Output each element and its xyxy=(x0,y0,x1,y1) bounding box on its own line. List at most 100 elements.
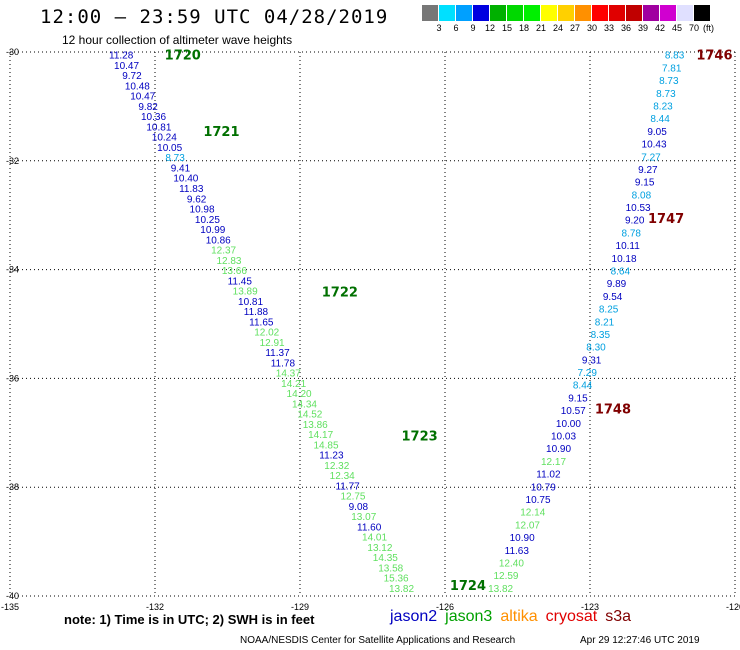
color-scale-swatch xyxy=(643,5,660,21)
swh-value-east: 10.75 xyxy=(526,495,551,506)
longitude-tick-label: -132 xyxy=(146,602,164,612)
swh-value-west: 13.07 xyxy=(351,512,376,523)
swh-value-west: 11.37 xyxy=(265,348,290,359)
latitude-tick-label: -40 xyxy=(6,591,19,601)
units-note: note: 1) Time is in UTC; 2) SWH is in fe… xyxy=(64,612,315,627)
color-scale-label: 6 xyxy=(453,23,459,33)
pass-time-label: 1723 xyxy=(402,430,438,445)
swh-value-west: 10.48 xyxy=(125,81,150,92)
color-scale-swatch xyxy=(609,5,626,21)
color-scale-label: 36 xyxy=(620,23,631,33)
swh-value-west: 10.40 xyxy=(173,174,198,185)
swh-value-east: 11.63 xyxy=(505,546,530,557)
swh-value-east: 10.53 xyxy=(626,203,651,214)
swh-value-west: 14.34 xyxy=(292,399,317,410)
swh-value-west: 13.58 xyxy=(378,563,403,574)
swh-value-east: 12.59 xyxy=(493,571,518,582)
pass-time-label: 1746 xyxy=(696,49,732,64)
color-scale-swatch xyxy=(524,5,541,21)
color-scale-swatch xyxy=(558,5,575,21)
swh-value-west: 11.65 xyxy=(249,317,274,328)
swh-value-east: 12.14 xyxy=(520,508,545,519)
pass-time-label: 1724 xyxy=(450,579,486,594)
swh-value-west: 14.52 xyxy=(297,410,322,421)
swh-value-west: 10.81 xyxy=(146,122,171,133)
swh-value-west: 11.78 xyxy=(271,358,296,369)
swh-value-east: 12.40 xyxy=(499,558,524,569)
swh-value-west: 14.85 xyxy=(314,440,339,451)
pass-time-label: 1722 xyxy=(322,285,358,300)
swh-value-east: 8.73 xyxy=(656,89,676,100)
swh-value-west: 9.72 xyxy=(122,71,142,82)
swh-value-west: 11.88 xyxy=(244,307,269,318)
color-scale-swatch xyxy=(694,5,711,21)
swh-value-west: 10.99 xyxy=(200,225,225,236)
swh-value-west: 12.75 xyxy=(340,492,365,503)
swh-value-west: 14.01 xyxy=(362,533,387,544)
swh-value-west: 12.02 xyxy=(254,328,279,339)
swh-value-east: 8.25 xyxy=(599,305,619,316)
color-scale-label: 33 xyxy=(603,23,614,33)
swh-value-west: 10.24 xyxy=(152,133,177,144)
swh-value-east: 8.30 xyxy=(586,343,606,354)
swh-value-east: 10.90 xyxy=(546,444,571,455)
swh-value-east: 8.23 xyxy=(653,101,673,112)
color-scale-label: 12 xyxy=(484,23,495,33)
latitude-tick-label: -32 xyxy=(6,156,19,166)
color-scale-swatch xyxy=(592,5,609,21)
color-scale-swatch xyxy=(456,5,473,21)
swh-value-east: 7.29 xyxy=(577,368,597,379)
swh-value-east: 8.44 xyxy=(650,114,670,125)
swh-value-east: 10.03 xyxy=(551,432,576,443)
swh-value-west: 9.62 xyxy=(187,194,207,205)
color-scale-label: 42 xyxy=(654,23,665,33)
color-scale-swatch xyxy=(541,5,558,21)
swh-value-west: 10.98 xyxy=(190,205,215,216)
swh-value-west: 13.89 xyxy=(233,287,258,298)
swh-value-west: 12.32 xyxy=(324,461,349,472)
page-subtitle: 12 hour collection of altimeter wave hei… xyxy=(62,33,293,47)
swh-value-east: 10.11 xyxy=(616,241,641,252)
swh-value-east: 8.08 xyxy=(632,190,652,201)
swh-value-east: 10.00 xyxy=(556,419,581,430)
swh-value-east: 10.43 xyxy=(642,140,667,151)
longitude-tick-label: -126 xyxy=(436,602,454,612)
swh-value-east: 9.05 xyxy=(647,127,667,138)
swh-value-east: 8.44 xyxy=(573,381,593,392)
legend-entry-jason2: jason2 xyxy=(390,608,438,625)
swh-value-east: 7.81 xyxy=(662,63,682,74)
color-scale-label: 3 xyxy=(436,23,442,33)
swh-value-west: 14.20 xyxy=(287,389,312,400)
color-scale-label: 18 xyxy=(518,23,529,33)
pass-time-label: 1747 xyxy=(648,212,684,227)
color-scale-label: 70 xyxy=(688,23,699,33)
swh-value-west: 8.73 xyxy=(165,153,185,164)
credit-footer: NOAA/NESDIS Center for Satellite Applica… xyxy=(240,635,516,646)
pass-time-label: 1720 xyxy=(165,49,201,64)
color-scale-swatch xyxy=(575,5,592,21)
swh-value-west: 10.36 xyxy=(141,112,166,123)
color-scale-swatch xyxy=(677,5,694,21)
swh-value-east: 10.79 xyxy=(531,482,556,493)
swh-value-west: 10.05 xyxy=(157,143,182,154)
legend-entry-altika: altika xyxy=(500,608,538,625)
swh-value-west: 11.45 xyxy=(228,276,253,287)
longitude-tick-label: -123 xyxy=(581,602,599,612)
swh-value-east: 9.15 xyxy=(568,393,588,404)
swh-value-west: 11.83 xyxy=(179,184,204,195)
color-scale-label: 39 xyxy=(637,23,648,33)
color-scale-unit: (ft) xyxy=(703,23,714,33)
swh-value-west: 14.17 xyxy=(308,430,333,441)
color-scale-label: 27 xyxy=(569,23,580,33)
color-scale-swatch xyxy=(660,5,677,21)
longitude-tick-label: -120 xyxy=(726,602,740,612)
swh-value-east: 9.15 xyxy=(635,178,655,189)
swh-value-west: 14.35 xyxy=(373,553,398,564)
swh-value-east: 9.27 xyxy=(638,165,658,176)
swh-value-west: 11.60 xyxy=(357,522,382,533)
color-scale-label: 45 xyxy=(671,23,682,33)
longitude-tick-label: -129 xyxy=(291,602,309,612)
swh-value-west: 10.81 xyxy=(238,297,263,308)
swh-value-east: 12.17 xyxy=(541,457,566,468)
swh-value-west: 10.25 xyxy=(195,215,220,226)
